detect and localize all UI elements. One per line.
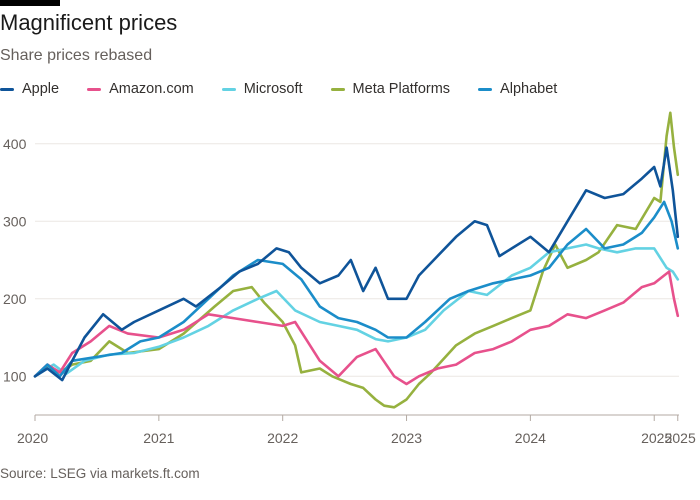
legend-swatch [0,87,14,91]
source-note: Source: LSEG via markets.ft.com [0,466,200,481]
y-tick-label: 400 [3,136,27,152]
y-axis-labels: 100 200 300 400 [3,136,27,385]
legend-item: Amazon.com [87,81,194,97]
legend: Apple Amazon.com Microsoft Meta Platforms Al… [0,79,585,99]
legend-swatch [87,87,102,91]
brand-bar [0,0,60,6]
legend-label: Amazon.com [109,81,194,97]
legend-label: Apple [22,81,60,97]
legend-item: Microsoft [221,81,303,97]
x-tick-label: 2022 [267,430,298,446]
x-tick-label: 2024 [515,430,546,446]
chart-subtitle: Share prices rebased [0,47,153,64]
legend-swatch [478,87,493,91]
legend-label: Alphabet [500,81,558,97]
legend-item: Apple [0,81,59,97]
x-tick-label: 2025 [641,430,672,446]
series-layer [33,111,680,409]
x-tick-label: 2021 [143,430,174,446]
series-line-alphabet [33,200,680,378]
chart-title: Magnificent prices [0,10,178,35]
y-tick-label: 300 [3,213,27,229]
y-tick-label: 100 [3,368,27,384]
x-tick-label: 2025 [665,430,696,446]
x-tick-label: 2023 [391,430,422,446]
x-tick-label: 2020 [17,430,48,446]
legend-swatch [221,87,236,91]
legend-label: Meta Platforms [352,81,451,97]
grid-layer [35,143,679,377]
legend-label: Microsoft [243,81,303,97]
legend-item: Meta Platforms [330,81,451,97]
series-line-amazon-com [33,270,680,386]
legend-item: Alphabet [478,81,557,97]
legend-swatch [330,87,345,91]
series-line-apple [33,146,680,382]
series-line-meta-platforms [33,111,680,409]
series-line-microsoft [33,243,680,378]
y-tick-label: 200 [3,291,27,307]
